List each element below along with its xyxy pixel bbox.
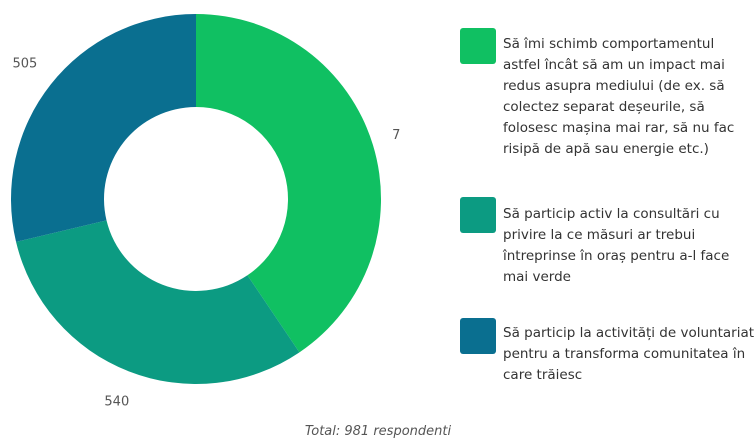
legend-label: Să particip activ la consultări cu privi… <box>503 206 730 285</box>
donut-slice <box>196 14 381 353</box>
legend-swatch <box>460 28 496 64</box>
value-label: 540 <box>104 395 129 410</box>
legend-swatch <box>460 197 496 233</box>
donut-slice <box>11 14 197 242</box>
legend-label: Să particip la activități de voluntariat… <box>503 325 755 383</box>
legend-swatch <box>460 318 496 354</box>
donut-plot: 713 540 505 <box>11 14 400 410</box>
value-label: 505 <box>12 56 37 71</box>
value-label: 713 <box>392 128 400 143</box>
annotation: Total: 981 respondenti <box>304 424 452 439</box>
legend-label: Să îmi schimb comportamentul astfel încâ… <box>503 36 735 157</box>
donut-slice <box>16 220 300 384</box>
